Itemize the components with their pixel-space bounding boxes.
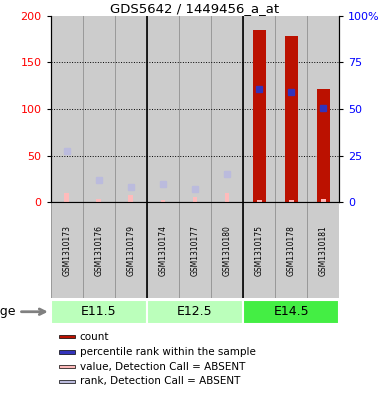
Text: GSM1310177: GSM1310177 (190, 225, 200, 276)
Text: GSM1310174: GSM1310174 (158, 225, 167, 276)
Bar (243, 16, 275, 202)
Text: GSM1310178: GSM1310178 (287, 225, 296, 276)
Text: GSM1310179: GSM1310179 (126, 225, 135, 276)
Text: GSM1310180: GSM1310180 (223, 225, 232, 276)
Bar (321, 199, 326, 202)
Bar (115, 16, 147, 202)
Bar (211, 16, 243, 202)
Text: rank, Detection Call = ABSENT: rank, Detection Call = ABSENT (80, 376, 240, 386)
Text: GSM1310175: GSM1310175 (255, 225, 264, 276)
Text: E11.5: E11.5 (81, 305, 117, 318)
Bar (285, 36, 298, 202)
FancyBboxPatch shape (147, 202, 179, 298)
Bar (317, 88, 330, 202)
Bar (51, 16, 83, 202)
FancyBboxPatch shape (83, 202, 115, 298)
Text: GSM1310173: GSM1310173 (62, 225, 71, 276)
Bar (59, 380, 75, 383)
Bar (307, 16, 339, 202)
Text: percentile rank within the sample: percentile rank within the sample (80, 347, 255, 357)
Bar (83, 16, 115, 202)
FancyBboxPatch shape (115, 202, 147, 298)
Bar (64, 193, 69, 202)
FancyBboxPatch shape (211, 202, 243, 298)
FancyBboxPatch shape (179, 202, 211, 298)
Text: GSM1310181: GSM1310181 (319, 225, 328, 276)
Bar (161, 200, 165, 202)
Title: GDS5642 / 1449456_a_at: GDS5642 / 1449456_a_at (110, 2, 280, 15)
Bar (147, 16, 179, 202)
Text: GSM1310176: GSM1310176 (94, 225, 103, 276)
Text: count: count (80, 332, 109, 342)
Bar (96, 199, 101, 202)
Bar (225, 193, 229, 202)
Bar (59, 350, 75, 354)
FancyBboxPatch shape (243, 300, 339, 324)
FancyBboxPatch shape (307, 202, 339, 298)
Text: E12.5: E12.5 (177, 305, 213, 318)
Bar (128, 195, 133, 202)
FancyBboxPatch shape (51, 202, 83, 298)
Bar (253, 30, 266, 202)
Text: age: age (0, 305, 16, 318)
Text: E14.5: E14.5 (273, 305, 309, 318)
Text: value, Detection Call = ABSENT: value, Detection Call = ABSENT (80, 362, 245, 372)
Bar (59, 335, 75, 338)
FancyBboxPatch shape (51, 300, 147, 324)
Bar (257, 200, 262, 202)
Bar (179, 16, 211, 202)
Bar (193, 197, 197, 202)
Bar (275, 16, 307, 202)
FancyBboxPatch shape (147, 300, 243, 324)
FancyBboxPatch shape (243, 202, 275, 298)
Bar (289, 200, 294, 202)
FancyBboxPatch shape (275, 202, 307, 298)
Bar (59, 365, 75, 368)
